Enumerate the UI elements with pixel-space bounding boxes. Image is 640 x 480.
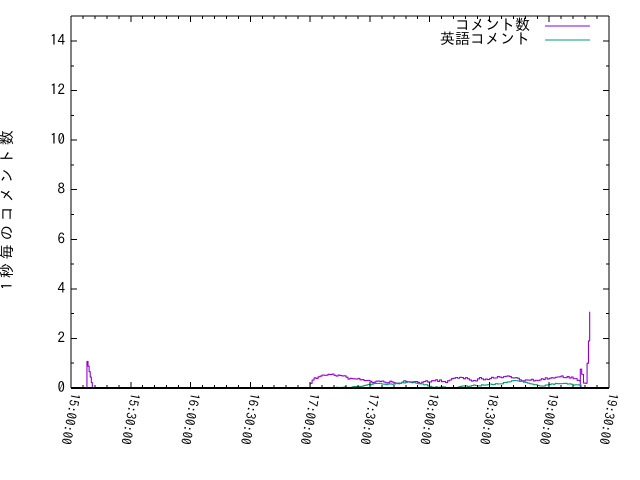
svg-text:0: 0 [58,379,66,394]
svg-text:6: 6 [58,230,66,245]
svg-text:12: 12 [50,82,65,97]
svg-text:コメント数: コメント数 [455,17,530,32]
svg-text:10: 10 [50,131,65,146]
svg-text:14: 14 [50,32,66,47]
svg-text:英語コメント: 英語コメント [440,31,530,46]
svg-text:2: 2 [58,329,66,344]
svg-text:8: 8 [58,181,66,196]
svg-text:4: 4 [58,280,66,295]
svg-text:1秒毎のコメント数: 1秒毎のコメント数 [0,126,14,290]
